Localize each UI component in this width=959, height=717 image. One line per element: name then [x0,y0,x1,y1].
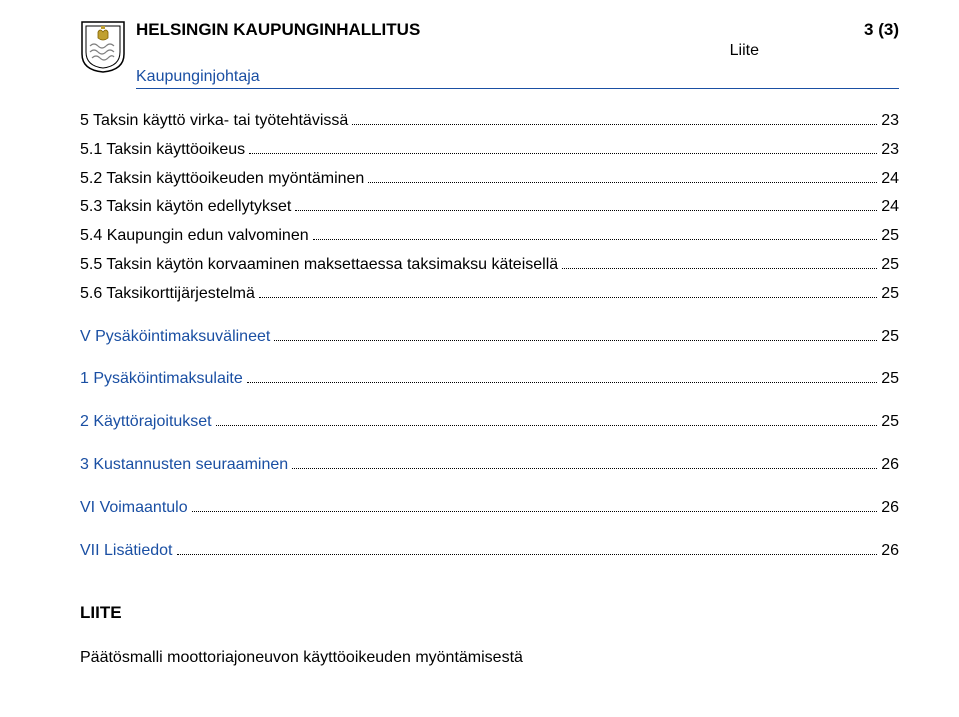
toc-label: 5.1 Taksin käyttöoikeus [80,138,245,163]
toc-label: 5.5 Taksin käytön korvaaminen maksettaes… [80,253,558,278]
toc-page-number: 25 [881,224,899,249]
toc-row: 2 Käyttörajoitukset 25 [80,410,899,435]
toc-leader-dots [259,297,877,298]
subheading: Kaupunginjohtaja [136,68,899,89]
toc-page-number: 23 [881,109,899,134]
header-row: HELSINGIN KAUPUNGINHALLITUS 3 (3) Liite … [80,20,899,91]
toc-row: 5.3 Taksin käytön edellytykset 24 [80,195,899,220]
toc-row: 5.5 Taksin käytön korvaaminen maksettaes… [80,253,899,278]
toc-page-number: 25 [881,367,899,392]
header-liite-label: Liite [730,42,759,60]
toc-label: V Pysäköintimaksuvälineet [80,325,270,350]
liite-description: Päätösmalli moottoriajoneuvon käyttöoike… [80,649,899,667]
toc-label: 3 Kustannusten seuraaminen [80,453,288,478]
liite-title: LIITE [80,603,899,623]
header-title: HELSINGIN KAUPUNGINHALLITUS [136,20,839,40]
toc-label: 5.2 Taksin käyttöoikeuden myöntäminen [80,167,364,192]
toc-page-number: 23 [881,138,899,163]
toc-page-number: 25 [881,253,899,278]
toc-row: 1 Pysäköintimaksulaite 25 [80,367,899,392]
toc-leader-dots [313,239,878,240]
toc-row: V Pysäköintimaksuvälineet 25 [80,325,899,350]
page-number: 3 (3) [839,20,899,40]
toc-label: 5.6 Taksikorttijärjestelmä [80,282,255,307]
table-of-contents: 5 Taksin käyttö virka- tai työtehtävissä… [80,109,899,563]
toc-label: 5.4 Kaupungin edun valvominen [80,224,309,249]
toc-page-number: 26 [881,453,899,478]
toc-leader-dots [274,340,877,341]
liite-block: LIITE Päätösmalli moottoriajoneuvon käyt… [80,603,899,667]
subheading-row: Kaupunginjohtaja [136,68,899,89]
toc-row: VII Lisätiedot 26 [80,539,899,564]
page: HELSINGIN KAUPUNGINHALLITUS 3 (3) Liite … [0,0,959,687]
toc-label: 1 Pysäköintimaksulaite [80,367,243,392]
toc-page-number: 25 [881,325,899,350]
toc-leader-dots [249,153,877,154]
toc-page-number: 26 [881,539,899,564]
toc-row: 5.1 Taksin käyttöoikeus 23 [80,138,899,163]
toc-row: 5.6 Taksikorttijärjestelmä 25 [80,282,899,307]
toc-page-number: 25 [881,282,899,307]
toc-leader-dots [352,124,877,125]
toc-page-number: 25 [881,410,899,435]
toc-label: 5 Taksin käyttö virka- tai työtehtävissä [80,109,348,134]
toc-label: 2 Käyttörajoitukset [80,410,212,435]
toc-leader-dots [295,210,877,211]
toc-label: VI Voimaantulo [80,496,188,521]
toc-row: VI Voimaantulo 26 [80,496,899,521]
toc-label: VII Lisätiedot [80,539,173,564]
header-text-block: HELSINGIN KAUPUNGINHALLITUS 3 (3) Liite … [136,20,899,91]
crest-logo [80,20,126,74]
toc-leader-dots [562,268,877,269]
toc-row: 5.4 Kaupungin edun valvominen 25 [80,224,899,249]
toc-page-number: 24 [881,167,899,192]
toc-page-number: 24 [881,195,899,220]
toc-leader-dots [247,382,877,383]
toc-leader-dots [177,554,878,555]
toc-leader-dots [216,425,878,426]
toc-label: 5.3 Taksin käytön edellytykset [80,195,291,220]
toc-page-number: 26 [881,496,899,521]
toc-leader-dots [368,182,877,183]
header-line: HELSINGIN KAUPUNGINHALLITUS 3 (3) [136,20,899,40]
toc-row: 5.2 Taksin käyttöoikeuden myöntäminen 24 [80,167,899,192]
toc-row: 3 Kustannusten seuraaminen 26 [80,453,899,478]
toc-leader-dots [292,468,877,469]
toc-row: 5 Taksin käyttö virka- tai työtehtävissä… [80,109,899,134]
toc-leader-dots [192,511,878,512]
